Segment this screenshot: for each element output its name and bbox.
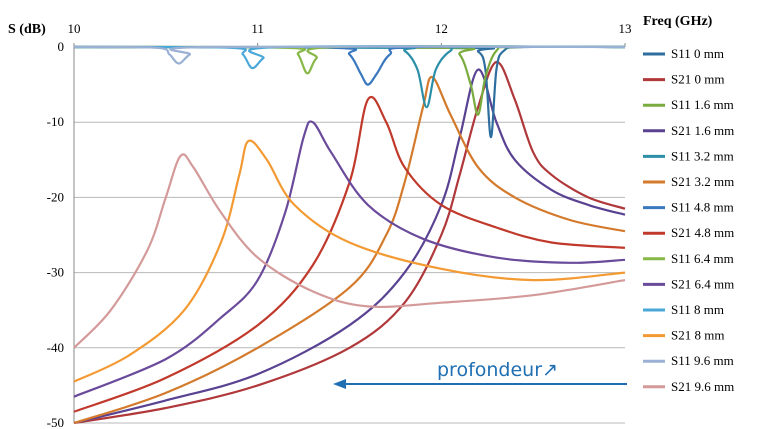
legend-label: S21 1.6 mm [671,123,734,138]
grid-lines: 0 -10 -20 -30 -40 -50 10 11 12 13 [47,21,632,429]
y-tick-label: -30 [47,265,64,280]
legend: S11 0 mm S21 0 mm S11 1.6 mm S21 1.6 mm S11 … [643,46,734,394]
series-line-s11-4-8-mm [73,45,626,86]
x-tick-label: 11 [251,21,264,36]
series-line-s11-0-mm [73,45,626,139]
series-line-s21-6-4-mm [73,120,626,398]
series-line-s21-9-6-mm [73,153,626,349]
y-tick-label: -50 [47,415,64,429]
y-axis-label: S (dB) [8,22,46,37]
legend-label: S21 8 mm [671,328,724,343]
x-tick-label: 13 [619,21,632,36]
annotation-text: profondeur↗ [437,359,558,381]
legend-label: S21 4.8 mm [671,225,734,240]
legend-label: S21 3.2 mm [671,174,734,189]
legend-label: S11 4.8 mm [671,200,734,215]
legend-label: S11 8 mm [671,302,724,317]
series-line-s21-4-8-mm [73,96,626,413]
legend-label: S11 9.6 mm [671,353,734,368]
arrowhead-icon [333,379,346,389]
x-axis-label: Freq (GHz) [643,14,713,29]
legend-label: S11 1.6 mm [671,97,734,112]
legend-label: S21 9.6 mm [671,379,734,394]
series-line-s21-0-mm [73,60,626,425]
axes: S (dB) Freq (GHz) [8,14,713,37]
x-tick-label: 12 [435,21,448,36]
annotation: profondeur↗ [333,359,627,389]
legend-label: S21 6.4 mm [671,276,734,291]
y-tick-label: -40 [47,340,64,355]
legend-label: S11 0 mm [671,46,724,61]
y-tick-label: -20 [47,189,64,204]
series-line-s21-3-2-mm [73,76,626,425]
series-line-s21-1-6-mm [73,68,626,425]
legend-label: S21 0 mm [671,72,724,87]
series-line-s11-6-4-mm [73,45,626,75]
series-line-s11-9-6-mm [73,45,626,65]
y-tick-label: 0 [58,39,65,54]
series-line-s11-1-6-mm [73,45,626,116]
y-tick-label: -10 [47,114,64,129]
x-tick-label: 10 [68,21,81,36]
series-lines [73,45,626,425]
series-line-s21-8-mm [73,139,626,383]
legend-label: S11 3.2 mm [671,148,734,163]
legend-label: S11 6.4 mm [671,251,734,266]
